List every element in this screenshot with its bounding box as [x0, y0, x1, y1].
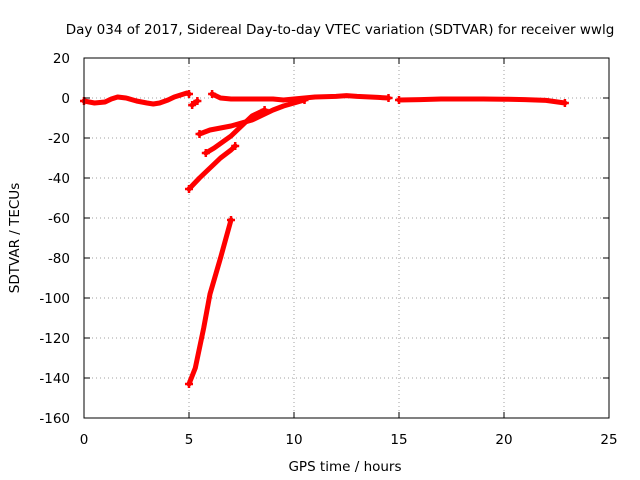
data-point-marker	[188, 101, 197, 109]
x-tick-label: 0	[80, 432, 89, 448]
data-point-marker	[201, 149, 210, 157]
y-tick-label: 0	[61, 91, 70, 107]
series-line-main-track-2	[209, 91, 391, 103]
y-tick-label: -40	[48, 171, 70, 187]
data-point-marker	[227, 216, 235, 224]
y-tick-label: -60	[48, 211, 70, 227]
data-point-marker	[300, 96, 309, 104]
series-line-descending-arc-1	[197, 97, 307, 137]
y-tick-label: 20	[53, 51, 70, 67]
data-point-marker	[395, 96, 403, 104]
series-line-descending-arc-3	[186, 143, 238, 192]
y-tick-label: -100	[39, 291, 70, 307]
data-point-marker	[185, 90, 193, 98]
data-point-marker	[185, 185, 193, 193]
series-line-steep-drop	[186, 217, 234, 387]
x-tick-label: 20	[495, 432, 512, 448]
y-tick-label: -160	[39, 411, 70, 427]
grid-lines	[84, 58, 609, 418]
data-point-marker	[384, 94, 393, 102]
data-point-marker	[195, 130, 204, 138]
y-tick-label: -120	[39, 331, 70, 347]
chart-title: Day 034 of 2017, Sidereal Day-to-day VTE…	[66, 22, 615, 38]
plot-frame	[83, 57, 610, 419]
x-tick-label: 15	[390, 432, 407, 448]
data-point-marker	[208, 90, 217, 98]
series-line-descending-arc-2	[203, 107, 268, 156]
series-line-main-track-3	[396, 96, 568, 106]
y-tick-label: -140	[39, 371, 70, 387]
data-point-marker	[560, 99, 569, 107]
axis-ticks: 0 5 10 15 20 25 -160 -140 -120 -100 -80 -60 -40 -20 0 2…	[39, 51, 617, 448]
data-point-marker	[231, 142, 240, 150]
y-tick-label: -20	[48, 131, 70, 147]
y-tick-label: -80	[48, 251, 70, 267]
x-tick-label: 10	[285, 432, 302, 448]
x-axis-label: GPS time / hours	[288, 459, 401, 475]
data-point-marker	[193, 97, 202, 105]
y-axis-label: SDTVAR / TECUs	[7, 183, 23, 293]
data-point-marker	[185, 380, 193, 388]
x-tick-label: 5	[185, 432, 194, 448]
data-point-marker	[260, 106, 269, 114]
series-line-main-track	[81, 90, 192, 107]
x-tick-label: 25	[600, 432, 617, 448]
data-series	[80, 90, 569, 388]
